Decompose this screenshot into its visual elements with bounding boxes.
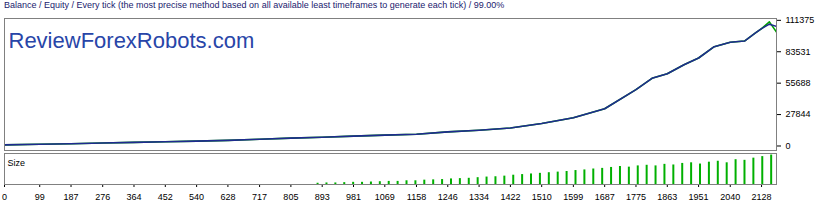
svg-text:1334: 1334 [469, 192, 489, 200]
svg-text:ReviewForexRobots.com: ReviewForexRobots.com [9, 28, 255, 53]
svg-text:2128: 2128 [752, 192, 772, 200]
svg-text:893: 893 [315, 192, 330, 200]
svg-text:99: 99 [35, 192, 45, 200]
svg-text:2040: 2040 [720, 192, 740, 200]
svg-text:27844: 27844 [786, 109, 811, 119]
svg-text:1863: 1863 [657, 192, 677, 200]
svg-text:Size: Size [8, 158, 26, 168]
svg-text:0: 0 [786, 141, 791, 151]
svg-text:540: 540 [189, 192, 204, 200]
svg-text:0: 0 [2, 192, 7, 200]
html-text:Balance / Equity / Every tick: Balance / Equity / Every tick (the most … [4, 0, 505, 10]
svg-text:452: 452 [158, 192, 173, 200]
svg-text:276: 276 [95, 192, 110, 200]
svg-text:364: 364 [126, 192, 141, 200]
svg-text:187: 187 [64, 192, 79, 200]
svg-text:1951: 1951 [689, 192, 709, 200]
svg-text:1158: 1158 [407, 192, 426, 200]
svg-text:1422: 1422 [500, 192, 520, 200]
svg-text:805: 805 [283, 192, 298, 200]
svg-text:1599: 1599 [563, 192, 583, 200]
svg-text:717: 717 [252, 192, 267, 200]
svg-text:111375: 111375 [786, 16, 815, 25]
svg-text:628: 628 [220, 192, 235, 200]
svg-text:1687: 1687 [595, 192, 615, 200]
svg-text:1775: 1775 [626, 192, 646, 200]
svg-text:83531: 83531 [786, 47, 811, 57]
svg-text:981: 981 [346, 192, 361, 200]
svg-text:1510: 1510 [532, 192, 552, 200]
svg-text:1246: 1246 [438, 192, 458, 200]
svg-text:1069: 1069 [375, 192, 395, 200]
svg-text:55688: 55688 [786, 78, 811, 88]
